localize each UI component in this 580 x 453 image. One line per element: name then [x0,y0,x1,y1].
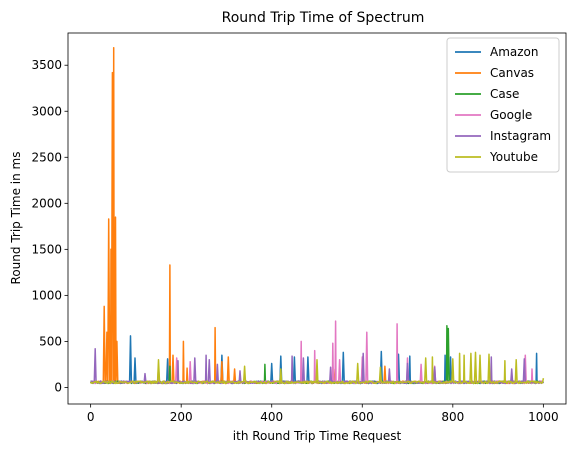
legend-label-canvas: Canvas [490,66,534,80]
y-tick-label: 2000 [31,196,62,210]
x-tick-label: 1000 [528,410,559,424]
legend-box [446,37,560,173]
series-line-youtube [90,351,545,385]
y-tick-label: 500 [39,334,62,348]
legend-label-youtube: Youtube [489,150,538,164]
x-tick-label: 0 [87,410,95,424]
series-lines [89,46,545,385]
y-tick-label: 3500 [31,58,62,72]
x-axis-label: ith Round Trip Time Request [233,429,402,443]
legend-label-google: Google [490,108,532,122]
x-axis-ticks: 0 200 400 600 800 1000 [87,404,559,424]
y-tick-label: 1000 [31,288,62,302]
x-tick-label: 200 [170,410,193,424]
legend-label-case: Case [490,87,519,101]
legend-label-amazon: Amazon [490,45,539,59]
x-tick-label: 600 [351,410,374,424]
legend: Amazon Canvas Case Google Instagram Youtube [446,37,560,173]
y-axis-label: Round Trip Time in ms [9,152,23,285]
y-tick-label: 0 [54,380,62,394]
legend-label-instagram: Instagram [490,129,551,143]
x-tick-label: 800 [441,410,464,424]
y-tick-label: 1500 [31,242,62,256]
y-axis-ticks: 0 500 1000 1500 2000 2500 3000 3500 [31,58,68,394]
y-tick-label: 2500 [31,150,62,164]
y-tick-label: 3000 [31,104,62,118]
x-tick-label: 400 [260,410,283,424]
plot-frame [67,32,567,405]
chart-title: Round Trip Time of Spectrum [222,10,425,26]
